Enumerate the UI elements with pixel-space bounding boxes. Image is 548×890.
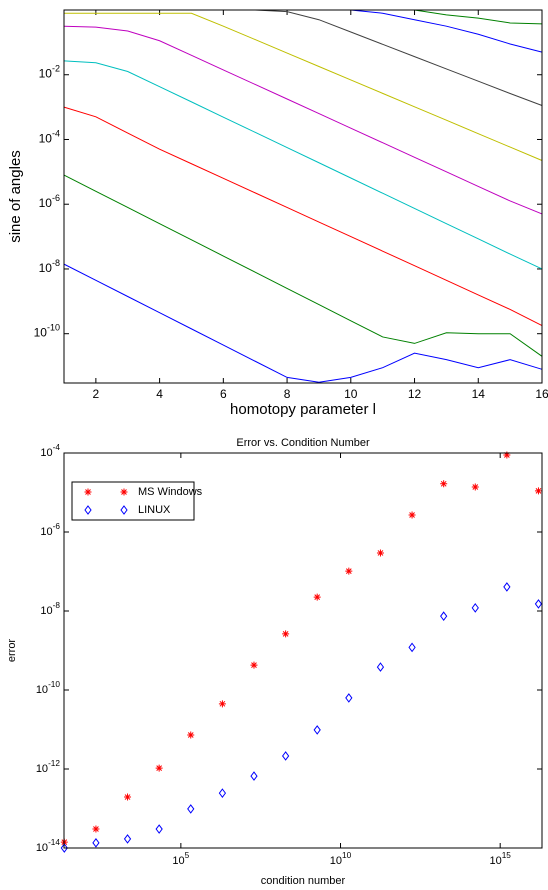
y-tick-label: 10-10	[36, 680, 61, 696]
y-tick-label: 10-8	[39, 258, 60, 275]
legend-label: MS Windows	[138, 486, 203, 498]
x-tick-label: 4	[156, 387, 163, 401]
data-point	[155, 764, 163, 772]
data-point	[187, 731, 195, 739]
x-tick-label: 8	[284, 387, 291, 401]
x-tick-label: 10	[344, 387, 358, 401]
y-tick-label: 10-8	[40, 601, 60, 617]
data-point	[313, 725, 321, 735]
legend-box	[71, 481, 195, 521]
data-point	[92, 838, 100, 848]
y-tick-label: 10-12	[36, 759, 61, 775]
y-tick-label: 10-10	[34, 323, 60, 340]
data-line	[64, 12, 543, 161]
data-line	[63, 263, 543, 383]
data-point	[250, 661, 258, 669]
data-point	[124, 793, 132, 801]
data-point	[471, 603, 479, 613]
data-point	[218, 788, 227, 798]
legend-marker	[120, 505, 128, 515]
data-point	[123, 834, 132, 844]
data-point	[503, 582, 511, 592]
data-point	[282, 630, 290, 638]
y-tick-label: 10-6	[39, 194, 60, 211]
data-point	[60, 843, 68, 853]
x-axis-label: homotopy parameter l	[230, 401, 376, 418]
y-tick-label: 10-4	[39, 129, 60, 146]
data-point	[155, 824, 163, 834]
y-axis-label: error	[6, 639, 18, 663]
data-point	[534, 487, 542, 495]
x-tick-label: 1010	[330, 851, 352, 867]
data-point	[345, 567, 353, 575]
y-tick-label: 10-6	[40, 522, 60, 538]
data-point	[250, 771, 258, 781]
data-point	[376, 662, 385, 672]
plot-area	[64, 10, 542, 383]
legend-marker	[84, 488, 92, 496]
data-point	[218, 700, 226, 708]
legend-marker	[120, 488, 128, 496]
data-point	[534, 599, 543, 609]
y-tick-label: 10-2	[39, 64, 60, 81]
x-tick-label: 16	[535, 387, 548, 401]
data-point	[440, 611, 448, 621]
axes-frame	[63, 452, 543, 849]
chart-title: Error vs. Condition Number	[236, 437, 370, 449]
data-point	[376, 549, 384, 557]
legend: MS Windows LINUX	[71, 481, 203, 521]
legend-label: LINUX	[138, 504, 171, 516]
data-line	[63, 106, 543, 327]
data-point	[408, 511, 416, 519]
y-tick-label: 10-14	[36, 838, 61, 854]
y-tick-label: 10-4	[40, 443, 60, 459]
x-tick-label: 2	[93, 387, 100, 401]
data-point	[313, 593, 321, 601]
axes-frame	[63, 9, 543, 384]
data-line	[63, 174, 543, 357]
data-line	[63, 25, 543, 215]
axes: 2 4 6 8 10 12 14 16 10-2 10-4 10-6 10-8 10-10 homotop…	[7, 10, 548, 418]
data-point	[282, 751, 290, 761]
x-tick-label: 1015	[489, 851, 511, 867]
x-tick-label: 14	[472, 387, 486, 401]
data-point	[92, 825, 100, 833]
y-axis-label: sine of angles	[7, 150, 24, 243]
data-point	[408, 642, 416, 653]
x-axis-label: condition number	[261, 875, 346, 887]
data-point	[440, 480, 448, 488]
data-point	[503, 451, 511, 459]
data-point	[345, 693, 353, 703]
legend-marker	[84, 505, 92, 515]
data-line	[63, 60, 543, 270]
x-tick-label: 6	[220, 387, 227, 401]
x-tick-label: 12	[408, 387, 422, 401]
data-point	[187, 804, 195, 814]
x-tick-label: 105	[172, 851, 189, 867]
data-point	[471, 483, 479, 491]
